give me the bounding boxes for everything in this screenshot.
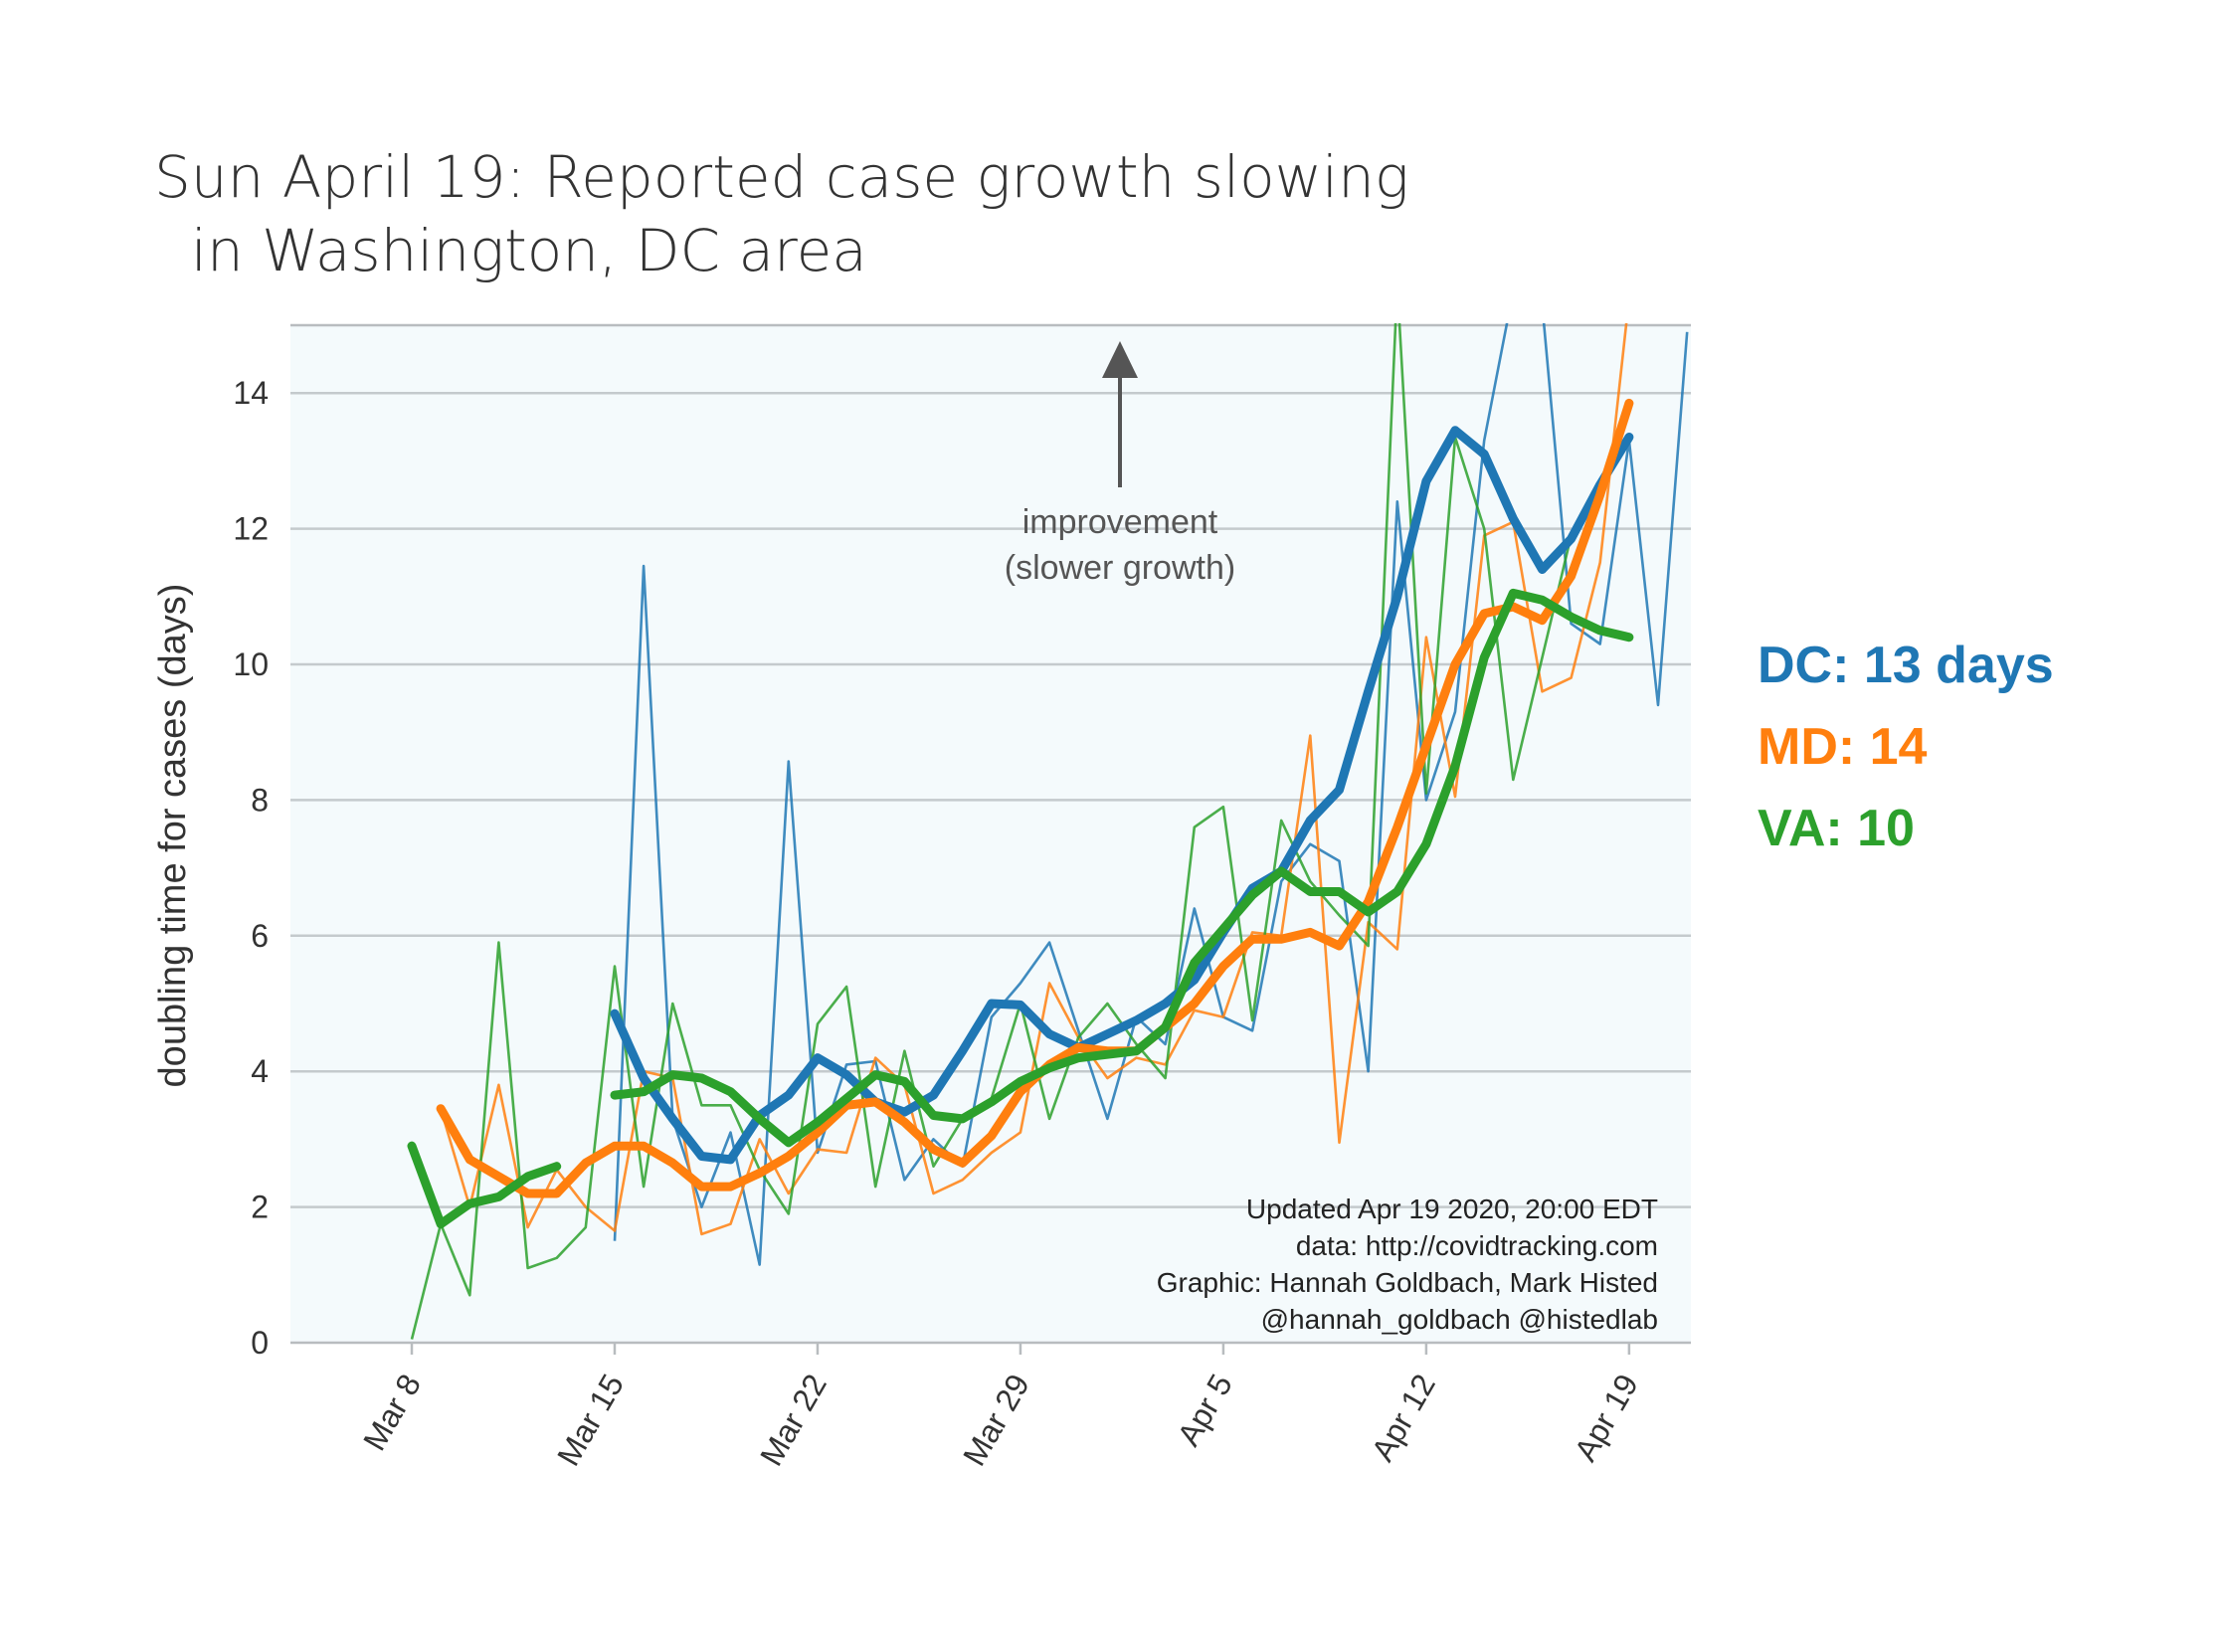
y-tick-label: 10 <box>233 646 269 682</box>
smoothed-line-dc <box>610 426 1634 1165</box>
smoothed-line-va <box>407 588 1634 1229</box>
y-axis-label: doubling time for cases (days) <box>152 584 194 1088</box>
y-tick-layer: 0 2 4 6 8 10 12 14 <box>233 375 269 1361</box>
annotation-line-2: (slower growth) <box>1005 549 1235 587</box>
y-tick-label: 6 <box>251 918 269 954</box>
credit-graphic: Graphic: Hannah Goldbach, Mark Histed <box>1157 1267 1658 1298</box>
y-tick-label: 8 <box>251 782 269 818</box>
credit-data-source: data: http://covidtracking.com <box>1296 1230 1658 1261</box>
summary-va: VA: 10 <box>1758 800 1915 857</box>
credit-updated: Updated Apr 19 2020, 20:00 EDT <box>1246 1193 1658 1224</box>
summary-dc: DC: 13 days <box>1758 637 2054 694</box>
series-layer <box>407 323 1689 1340</box>
y-tick-label: 4 <box>251 1053 269 1089</box>
credit-handles: @hannah_goldbach @histedlab <box>1261 1304 1658 1335</box>
series-clip-group <box>407 323 1689 1340</box>
improvement-arrow-head <box>1102 341 1138 378</box>
y-tick-label: 14 <box>233 375 269 411</box>
chart-title-line-1: Sun April 19: Reported case growth slowi… <box>154 143 1409 211</box>
summary-md: MD: 14 <box>1758 718 1928 776</box>
annotation-line-1: improvement <box>1022 503 1218 541</box>
raw-line-dc <box>613 323 1689 1266</box>
chart-title-line-2: in Washington, DC area <box>154 217 867 284</box>
y-tick-label: 0 <box>251 1325 269 1361</box>
y-tick-label: 12 <box>233 511 269 547</box>
plot-area <box>290 325 1691 1343</box>
y-tick-label: 2 <box>251 1190 269 1225</box>
